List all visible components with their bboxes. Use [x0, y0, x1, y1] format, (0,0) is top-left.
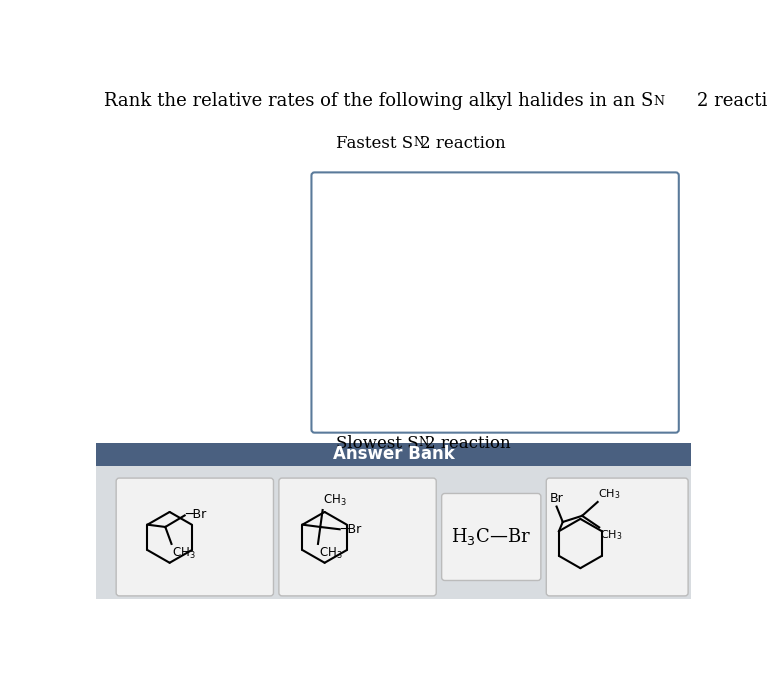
Text: Br: Br	[550, 492, 564, 505]
Text: 2 reaction.: 2 reaction.	[697, 92, 768, 110]
FancyBboxPatch shape	[312, 172, 679, 433]
Text: 2 reaction: 2 reaction	[425, 435, 511, 452]
Text: N: N	[653, 95, 664, 108]
Text: CH$_3$: CH$_3$	[323, 493, 347, 509]
FancyBboxPatch shape	[116, 478, 273, 596]
Text: Slowest S: Slowest S	[336, 435, 419, 452]
Bar	[96, 466, 691, 599]
Text: CH$_3$: CH$_3$	[172, 545, 196, 561]
Text: N: N	[419, 436, 429, 450]
FancyBboxPatch shape	[442, 493, 541, 581]
Bar	[96, 443, 691, 466]
Text: CH$_3$: CH$_3$	[600, 528, 622, 542]
FancyBboxPatch shape	[279, 478, 436, 596]
Text: ─Br: ─Br	[340, 523, 362, 536]
Text: ─Br: ─Br	[185, 508, 207, 521]
Text: 2 reaction: 2 reaction	[419, 135, 505, 151]
Text: Answer Bank: Answer Bank	[333, 446, 455, 463]
Text: CH$_3$: CH$_3$	[319, 545, 343, 561]
Text: Fastest S: Fastest S	[336, 135, 413, 151]
Text: H$_3$C—Br: H$_3$C—Br	[452, 526, 531, 547]
FancyBboxPatch shape	[546, 478, 688, 596]
Text: N: N	[413, 136, 424, 149]
Text: Rank the relative rates of the following alkyl halides in an S: Rank the relative rates of the following…	[104, 92, 653, 110]
Text: CH$_3$: CH$_3$	[598, 487, 621, 501]
